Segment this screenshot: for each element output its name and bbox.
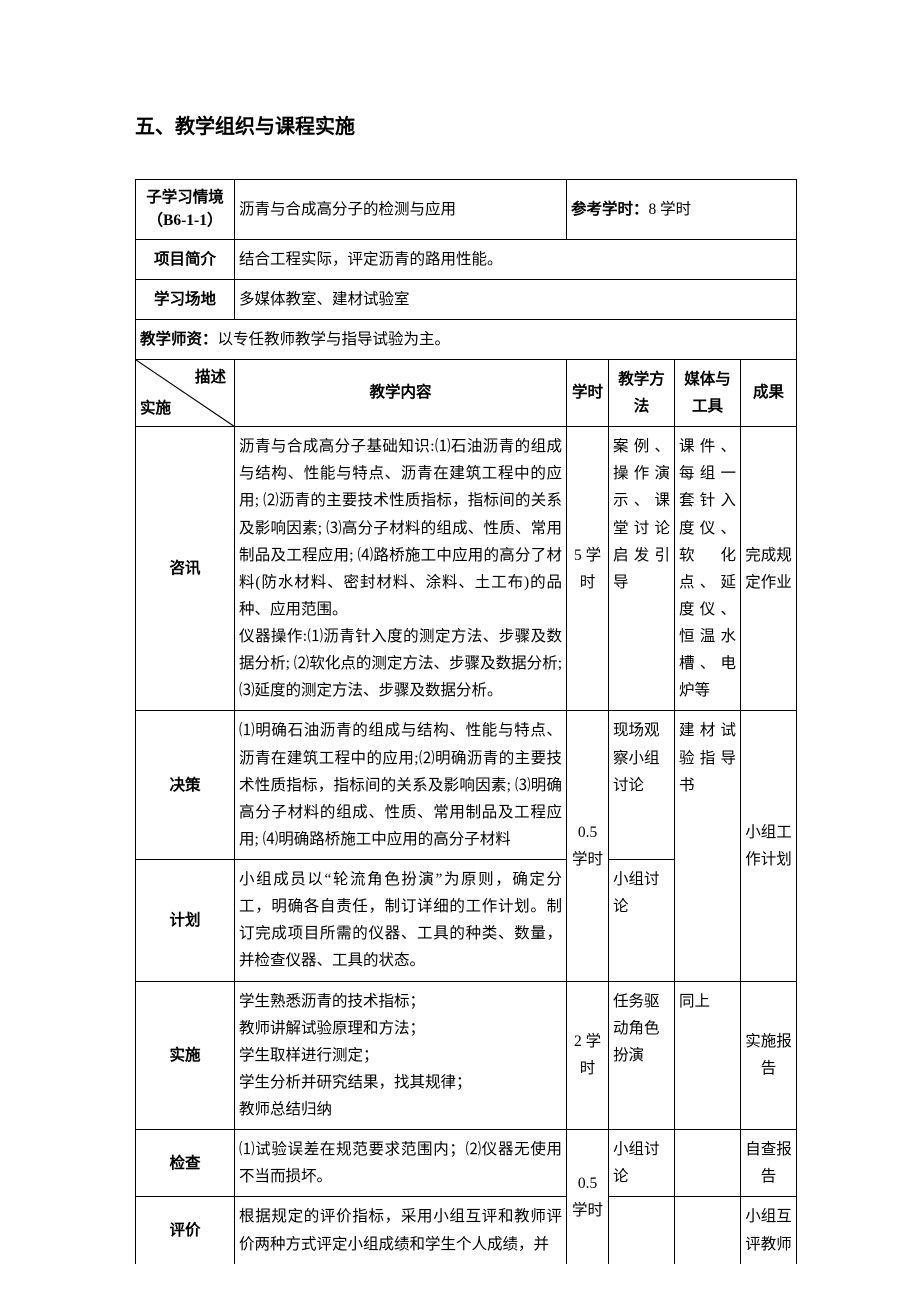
meta-faculty: 教学师资：以专任教师教学与指导试验为主。 (136, 319, 797, 359)
curriculum-table: 子学习情境（B6-1-1） 沥青与合成高分子的检测与应用 参考学时：8 学时 项… (135, 179, 797, 1264)
row-pingjia-label: 评价 (136, 1197, 235, 1264)
meta-code-value: 沥青与合成高分子的检测与应用 (235, 180, 567, 240)
row-zixun-label: 咨讯 (136, 427, 235, 711)
meta-venue-value: 多媒体教室、建材试验室 (235, 279, 797, 319)
row-jihua-label: 计划 (136, 860, 235, 982)
row-zixun-result: 完成规定作业 (741, 427, 797, 711)
row-pingjia-result: 小组互评教师 (741, 1197, 797, 1264)
row-pingjia-tools (675, 1197, 741, 1264)
header-method: 教学方法 (609, 359, 675, 426)
header-tools: 媒体与工具 (675, 359, 741, 426)
row-juece-method: 现场观察小组讨论 (609, 711, 675, 860)
row-juece-content: ⑴明确石油沥青的组成与结构、性能与特点、沥青在建筑工程中的应用;⑵明确沥青的主要… (235, 711, 567, 860)
page: 五、教学组织与课程实施 子学习情境（B6-1-1） 沥青与合成高分子的检测与应用… (0, 0, 920, 1302)
row-pingjia-method (609, 1197, 675, 1264)
row-jiancha-tools (675, 1130, 741, 1197)
meta-code-label: 子学习情境（B6-1-1） (136, 180, 235, 240)
ref-hours-value: 8 学时 (649, 201, 692, 218)
row-shishi-label: 实施 (136, 981, 235, 1130)
row-juece-jihua-result: 小组工作计划 (741, 711, 797, 981)
row-juece-tools: 建材试验指导书 (675, 711, 741, 981)
row-jiancha-method: 小组讨论 (609, 1130, 675, 1197)
row-shishi-result: 实施报告 (741, 981, 797, 1130)
row-juece-label: 决策 (136, 711, 235, 860)
header-result: 成果 (741, 359, 797, 426)
row-jiancha-content: ⑴试验误差在规范要求范围内；⑵仪器无使用不当而损坏。 (235, 1130, 567, 1197)
row-zixun-hours: 5 学时 (567, 427, 609, 711)
row-shishi-hours: 2 学时 (567, 981, 609, 1130)
ref-hours-label: 参考学时： (571, 201, 649, 218)
row-juece-jihua-hours: 0.5学时 (567, 711, 609, 981)
row-shishi-content: 学生熟悉沥青的技术指标； 教师讲解试验原理和方法； 学生取样进行测定； 学生分析… (235, 981, 567, 1130)
header-hours: 学时 (567, 359, 609, 426)
row-zixun-method: 案例、操作演示、课堂讨论启发引导 (609, 427, 675, 711)
row-jiancha-label: 检查 (136, 1130, 235, 1197)
row-jihua-method: 小组讨论 (609, 860, 675, 982)
header-content: 教学内容 (235, 359, 567, 426)
row-zixun-content: 沥青与合成高分子基础知识:⑴石油沥青的组成与结构、性能与特点、沥青在建筑工程中的… (235, 427, 567, 711)
meta-ref-hours: 参考学时：8 学时 (567, 180, 797, 240)
meta-intro-label: 项目简介 (136, 239, 235, 279)
row-shishi-method: 任务驱动角色扮演 (609, 981, 675, 1130)
row-jihua-content: 小组成员以“轮流角色扮演”为原则，确定分工，明确各自责任，制订详细的工作计划。制… (235, 860, 567, 982)
row-jiancha-pingjia-hours: 0.5学时 (567, 1130, 609, 1264)
faculty-value: 以专任教师教学与指导试验为主。 (218, 331, 451, 348)
row-shishi-tools: 同上 (675, 981, 741, 1130)
header-diagonal: 描述 实施 (136, 359, 235, 426)
row-zixun-tools: 课件、每组一套针入度仪、软化点、延度仪、恒温水槽、电炉等 (675, 427, 741, 711)
row-pingjia-content: 根据规定的评价指标，采用小组互评和教师评价两种方式评定小组成绩和学生个人成绩，并 (235, 1197, 567, 1264)
meta-intro-value: 结合工程实际，评定沥青的路用性能。 (235, 239, 797, 279)
section-heading: 五、教学组织与课程实施 (135, 110, 795, 139)
header-diag-bot: 实施 (140, 395, 171, 422)
meta-venue-label: 学习场地 (136, 279, 235, 319)
row-jiancha-result: 自查报告 (741, 1130, 797, 1197)
header-diag-top: 描述 (195, 364, 226, 391)
faculty-label: 教学师资： (140, 331, 218, 348)
